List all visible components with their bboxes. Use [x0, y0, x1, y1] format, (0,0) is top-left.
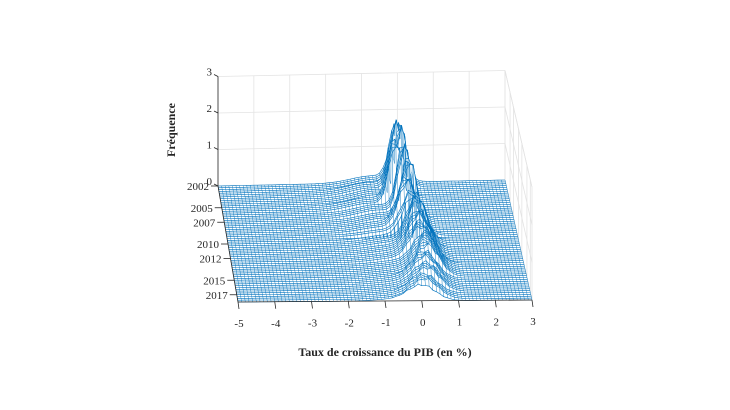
x-tick-label: 0: [420, 317, 426, 329]
x-tick-label: -1: [381, 317, 390, 329]
z-tick-label: 3: [207, 67, 213, 79]
year-tick-label: 2015: [203, 275, 226, 287]
year-tick-label: 2005: [191, 203, 214, 215]
axes-lines: [211, 74, 534, 310]
z-tick-label: 1: [207, 140, 213, 152]
x-tick-label: 2: [494, 316, 500, 328]
x-tick-label: 3: [530, 316, 536, 328]
x-tick-label: -3: [308, 318, 318, 330]
z-axis-title: Fréquence: [164, 102, 178, 157]
x-axis-title: Taux de croissance du PIB (en %): [298, 345, 471, 359]
year-tick-label: 2010: [197, 239, 220, 251]
x-tick-label: -2: [345, 317, 354, 329]
x-tick-label: -5: [234, 318, 244, 330]
z-tick-label: 0: [207, 176, 213, 188]
year-tick-label: 2007: [193, 217, 216, 229]
year-tick-label: 2002: [187, 181, 209, 193]
year-tick-label: 2012: [200, 254, 222, 266]
year-tick-label: 2017: [206, 290, 229, 302]
x-tick-label: 1: [457, 317, 463, 329]
z-tick-label: 2: [207, 103, 213, 115]
x-tick-label: -4: [271, 318, 281, 330]
tick-labels: 0 1 2 3 2002 2005 2007 2010 2012 2015 2017 -5 -4 -3 -2…: [187, 67, 536, 331]
surface-mesh: [217, 118, 533, 303]
